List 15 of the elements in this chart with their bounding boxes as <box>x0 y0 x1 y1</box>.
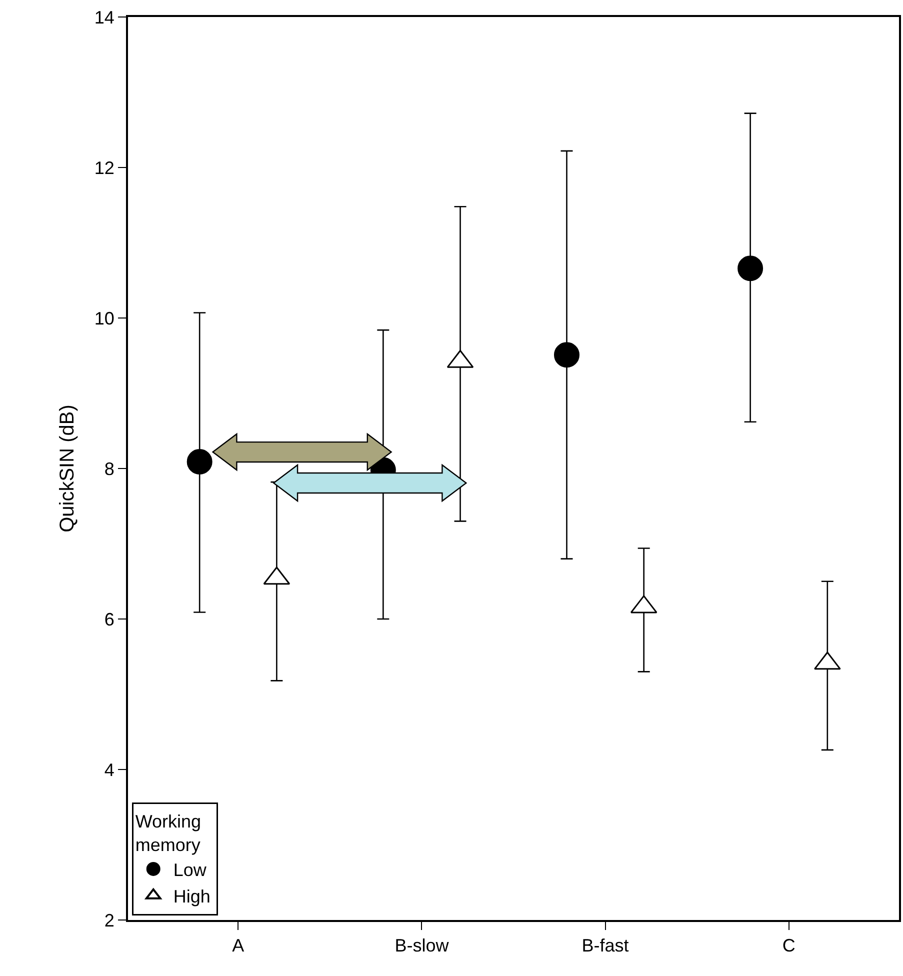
legend-title: Working memory <box>135 811 202 855</box>
y-tick-label: 6 <box>104 609 114 630</box>
x-tick-label: B-slow <box>394 936 450 956</box>
y-tick-label: 4 <box>104 760 114 780</box>
y-tick-label: 12 <box>94 158 114 178</box>
x-tick-label: C <box>782 936 796 956</box>
y-tick-label: 14 <box>94 7 114 28</box>
legend-label: Low <box>173 860 208 880</box>
y-tick-label: 8 <box>104 458 114 479</box>
y-tick-label: 2 <box>104 910 114 930</box>
y-axis-title: QuickSIN (dB) <box>56 404 78 532</box>
y-tick-label: 10 <box>94 308 114 328</box>
x-tick-label: A <box>232 936 244 956</box>
x-tick-label: B-fast <box>582 936 629 956</box>
legend-label: High <box>173 886 210 906</box>
